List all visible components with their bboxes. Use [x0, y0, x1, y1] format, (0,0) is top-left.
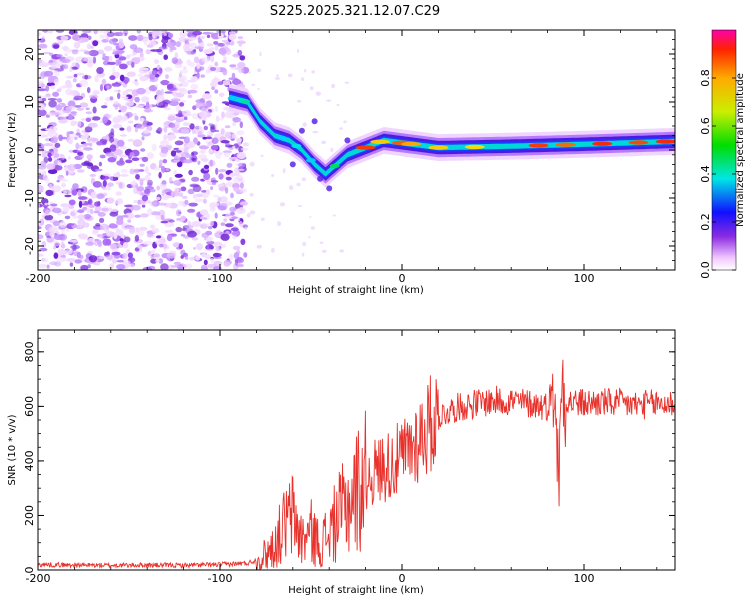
spectrogram-x-tick-label: 0: [399, 272, 406, 285]
snr-series-line: [38, 359, 675, 570]
spectrogram-y-tick-label: -10: [23, 189, 36, 207]
snr-x-tick-label: -200: [26, 572, 51, 585]
snr-x-axis-label: Height of straight line (km): [288, 585, 424, 596]
colorbar-tick-label: 0.6: [699, 117, 712, 135]
colorbar-ticks: 0.0 0.2 0.4 0.6 0.8: [699, 69, 736, 279]
snr-y-tick-label: 0: [23, 567, 36, 574]
colorbar-label: Normalized spectral amplitude: [735, 73, 746, 227]
spectrogram-y-axis-label: Frequency (Hz): [7, 112, 18, 188]
snr-y-tick-label: 600: [23, 396, 36, 417]
snr-y-tick-label: 200: [23, 505, 36, 526]
snr-x-tick-label: -100: [208, 572, 233, 585]
spectrogram-y-tick-label: -20: [23, 237, 36, 255]
colorbar-tick-label: 0.8: [699, 69, 712, 87]
colorbar-tick-label: 0.2: [699, 213, 712, 231]
snr-x-tick-label: 0: [399, 572, 406, 585]
spectrogram-y-tick-label: 0: [23, 147, 36, 154]
snr-y-tick-label: 800: [23, 341, 36, 362]
spectrogram-x-tick-label: 100: [574, 272, 595, 285]
snr-y-tick-label: 400: [23, 450, 36, 471]
spectrogram-noise-speckle: [38, 30, 350, 270]
snr-frame: [37, 329, 676, 571]
spectrogram-y-tick-label: 10: [23, 95, 36, 109]
chart-title: S225.2025.321.12.07.C29: [270, 4, 440, 19]
snr-y-axis-label: SNR (10 * v/v): [7, 414, 18, 485]
spectrogram-ridge: [227, 83, 675, 192]
colorbar-tick-label: 0.4: [699, 165, 712, 183]
snr-x-tick-label: 100: [574, 572, 595, 585]
colorbar: [711, 29, 737, 271]
spectrogram-x-tick-label: -200: [26, 272, 51, 285]
spectrogram-x-tick-label: -100: [208, 272, 233, 285]
spectrogram-y-tick-label: 20: [23, 47, 36, 61]
spectrogram-x-axis-label: Height of straight line (km): [288, 285, 424, 296]
snr-axes: -200 -100 0 100 0 200 400 600 800: [23, 330, 675, 585]
colorbar-tick-label: 0.0: [699, 261, 712, 279]
